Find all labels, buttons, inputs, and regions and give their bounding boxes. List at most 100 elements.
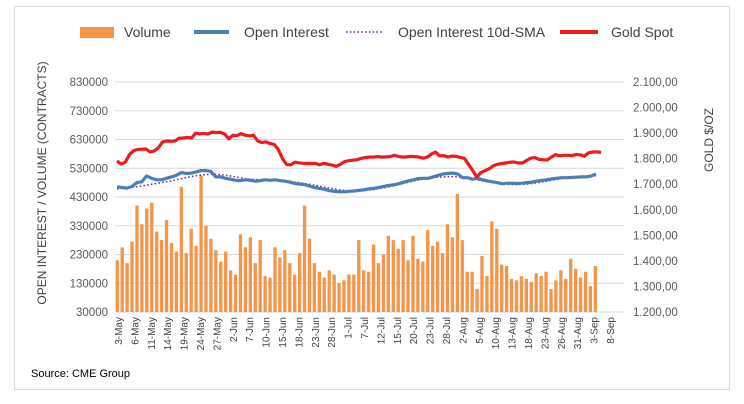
volume-bar: [470, 271, 474, 312]
volume-bar: [169, 243, 174, 312]
volume-bar: [544, 271, 548, 312]
volume-bar: [238, 234, 243, 312]
right-tick-label: 2.100,00: [633, 77, 678, 89]
volume-bar: [347, 274, 351, 312]
volume-bar: [204, 225, 208, 312]
x-tick-label: 7-Jun: [245, 317, 256, 342]
volume-bar: [362, 270, 366, 312]
volume-bar: [219, 261, 223, 312]
legend-label-volume: Volume: [124, 24, 171, 40]
chart-frame: [14, 6, 730, 390]
left-tick-label: 330000: [70, 221, 108, 233]
volume-bar: [500, 264, 504, 312]
legend-swatch-volume: [80, 27, 114, 38]
x-axis-ticks: 3-May 6-May 11-May 14-May 19-May 24-May 27-May…: [114, 317, 617, 351]
volume-bar: [164, 220, 169, 312]
volume-bar: [460, 240, 464, 312]
volume-bar: [278, 257, 282, 312]
volume-bar: [421, 261, 425, 312]
volume-bar: [578, 277, 583, 312]
volume-bar: [440, 253, 445, 312]
volume-bar: [150, 202, 154, 312]
volume-bar: [554, 280, 558, 312]
volume-bar: [396, 248, 400, 312]
volume-bar: [559, 270, 563, 312]
right-tick-label: 2.000,00: [633, 103, 678, 115]
x-tick-label: 3-May: [114, 317, 125, 345]
left-axis-ticks: 830000 730000 630000 530000 430000 330000 2300…: [70, 77, 108, 319]
x-tick-label: 13-Aug: [508, 317, 519, 349]
volume-bar: [140, 224, 144, 312]
volume-bar: [445, 224, 450, 312]
volume-bar: [490, 221, 494, 312]
left-tick-label: 530000: [70, 163, 108, 175]
volume-bar: [401, 240, 405, 312]
legend-label-open-interest: Open Interest: [244, 24, 329, 40]
volume-bar: [228, 270, 233, 312]
right-tick-label: 1.300,00: [633, 281, 678, 293]
x-tick-label: 27-May: [212, 317, 223, 350]
volume-bar: [342, 280, 346, 312]
volume-bar: [253, 263, 257, 312]
volume-bar: [391, 240, 395, 312]
volume-bar: [480, 255, 484, 312]
x-tick-label: 5-Aug: [475, 317, 486, 344]
right-tick-label: 1.200,00: [633, 307, 678, 319]
x-tick-label: 1-Jul: [344, 317, 355, 339]
legend-label-gold-spot: Gold Spot: [611, 24, 673, 40]
volume-bar: [495, 228, 499, 312]
volume-bar: [317, 271, 321, 312]
volume-bar: [214, 250, 218, 312]
x-tick-label: 7-Jul: [360, 317, 371, 339]
x-tick-label: 15-Jun: [278, 317, 289, 348]
left-tick-label: 130000: [70, 278, 108, 290]
volume-bar: [534, 273, 538, 312]
x-tick-label: 11-May: [147, 317, 158, 350]
volume-bar: [248, 237, 252, 312]
volume-bar: [514, 280, 519, 312]
volume-bar: [583, 271, 588, 312]
volume-bar: [145, 208, 149, 312]
volume-bar: [273, 247, 277, 312]
volume-bar: [135, 205, 139, 312]
volume-bar: [509, 278, 514, 312]
open-interest-line: [116, 169, 597, 194]
volume-bar: [307, 238, 312, 312]
legend: Volume Open Interest Open Interest 10d-S…: [80, 24, 673, 40]
volume-bar: [184, 253, 188, 312]
x-tick-label: 3-Sep: [590, 317, 601, 344]
x-tick-label: 10-Aug: [491, 317, 502, 349]
x-tick-label: 12-Jul: [376, 317, 387, 344]
right-tick-label: 1.700,00: [633, 179, 678, 191]
gold-spot-line: [116, 130, 602, 179]
x-tick-label: 6-May: [130, 317, 141, 345]
volume-bar: [297, 253, 302, 312]
x-tick-label: 14-May: [163, 317, 174, 350]
right-axis-title: GOLD $/OZ: [702, 108, 716, 172]
x-tick-label: 15-Jul: [393, 317, 404, 344]
volume-bar: [288, 263, 292, 312]
x-tick-label: 23-Aug: [540, 317, 551, 349]
volume-bar: [465, 271, 469, 312]
volume-bar: [376, 263, 381, 312]
left-axis-title: OPEN INTEREST / VOLUME (CONTRACTS): [35, 61, 49, 304]
left-tick-label: 630000: [70, 135, 108, 147]
volume-bar: [337, 283, 341, 312]
volume-bar: [386, 235, 390, 312]
volume-bar: [125, 263, 129, 312]
volume-bar: [416, 258, 420, 312]
x-tick-label: 18-Jun: [294, 317, 305, 348]
volume-bar: [371, 244, 376, 312]
volume-bar: [485, 276, 489, 312]
x-tick-label: 2-Aug: [458, 317, 469, 344]
volume-bar: [209, 238, 213, 312]
right-tick-label: 1.500,00: [633, 230, 678, 242]
volume-bar: [224, 251, 228, 312]
volume-bar: [155, 231, 159, 312]
x-tick-label: 20-Jul: [409, 317, 420, 344]
volume-bar: [588, 286, 593, 312]
volume-bar: [258, 240, 262, 312]
volume-bar: [573, 268, 578, 312]
right-tick-label: 1.400,00: [633, 256, 678, 268]
legend-label-open-interest-sma: Open Interest 10d-SMA: [398, 24, 546, 40]
